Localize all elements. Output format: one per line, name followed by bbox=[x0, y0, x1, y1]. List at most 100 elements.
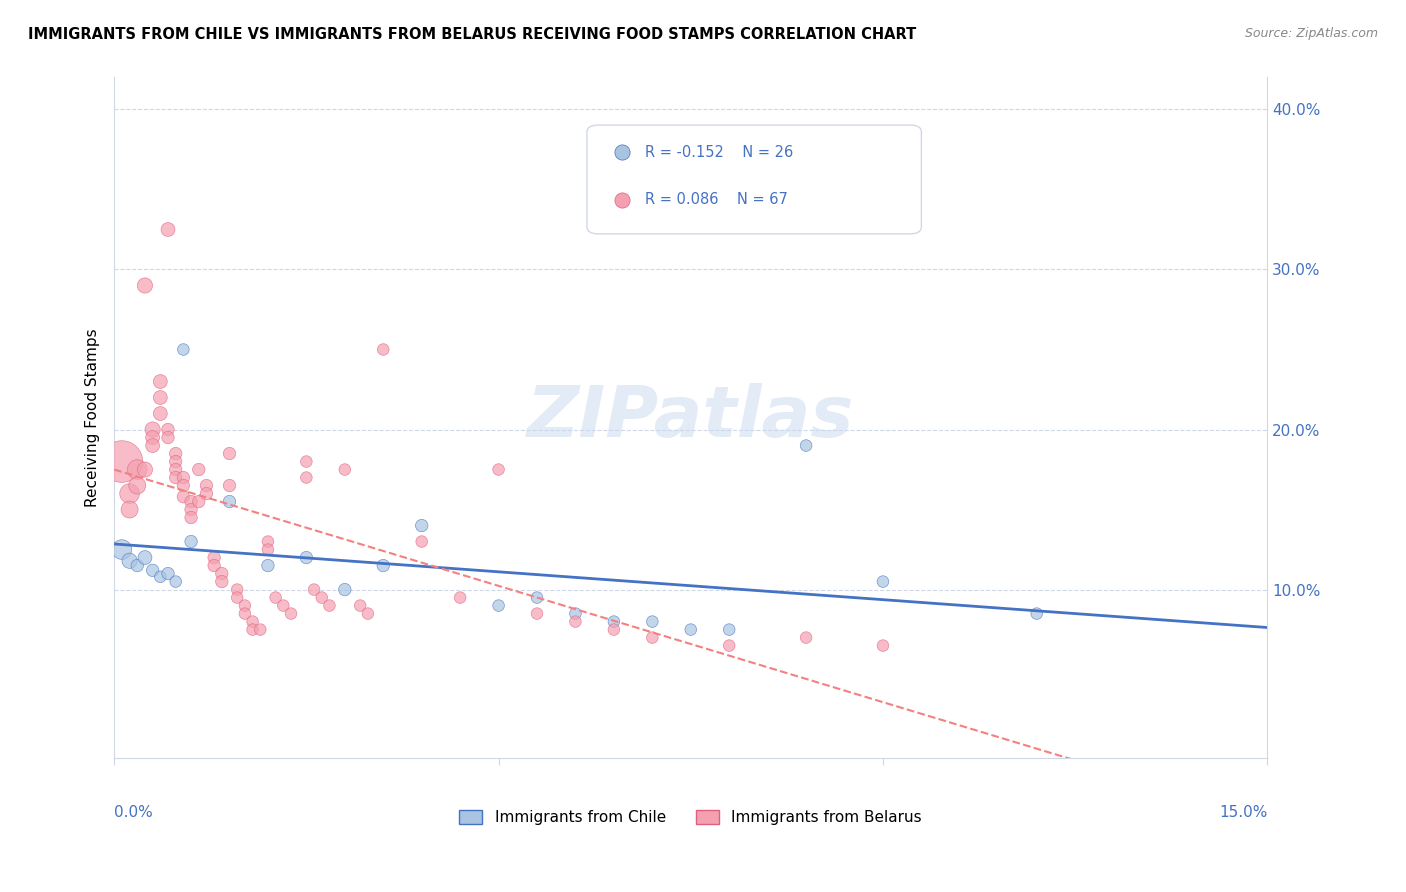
Point bbox=[872, 639, 894, 653]
Point bbox=[302, 582, 325, 597]
Point bbox=[603, 623, 626, 637]
Point bbox=[195, 478, 218, 492]
Point bbox=[172, 478, 194, 492]
FancyBboxPatch shape bbox=[586, 125, 921, 234]
Point bbox=[411, 534, 433, 549]
Text: R = 0.086    N = 67: R = 0.086 N = 67 bbox=[644, 193, 787, 207]
Point bbox=[156, 222, 179, 236]
Point bbox=[295, 470, 318, 484]
Point bbox=[295, 550, 318, 565]
Point bbox=[118, 486, 141, 500]
Point bbox=[333, 462, 356, 476]
Point bbox=[641, 631, 664, 645]
Point bbox=[295, 454, 318, 468]
Point bbox=[488, 599, 510, 613]
Point bbox=[564, 615, 586, 629]
Point bbox=[349, 599, 371, 613]
Point bbox=[794, 438, 817, 452]
Text: 15.0%: 15.0% bbox=[1219, 805, 1267, 821]
Point bbox=[311, 591, 333, 605]
Point bbox=[172, 490, 194, 504]
Point bbox=[134, 462, 156, 476]
Point bbox=[165, 574, 187, 589]
Point bbox=[149, 375, 172, 389]
Point bbox=[679, 623, 702, 637]
Point bbox=[118, 502, 141, 516]
Point bbox=[211, 574, 233, 589]
Point bbox=[257, 542, 280, 557]
Point bbox=[127, 462, 149, 476]
Point bbox=[280, 607, 302, 621]
Y-axis label: Receiving Food Stamps: Receiving Food Stamps bbox=[86, 328, 100, 507]
Point bbox=[202, 550, 225, 565]
Point bbox=[526, 591, 548, 605]
Point bbox=[180, 494, 202, 508]
Point bbox=[233, 599, 256, 613]
Point bbox=[156, 423, 179, 437]
Point bbox=[257, 534, 280, 549]
Point bbox=[149, 407, 172, 421]
Point bbox=[142, 438, 165, 452]
Point bbox=[127, 558, 149, 573]
Point bbox=[180, 510, 202, 524]
Point bbox=[357, 607, 380, 621]
Point bbox=[172, 343, 194, 357]
Point bbox=[411, 518, 433, 533]
Text: IMMIGRANTS FROM CHILE VS IMMIGRANTS FROM BELARUS RECEIVING FOOD STAMPS CORRELATI: IMMIGRANTS FROM CHILE VS IMMIGRANTS FROM… bbox=[28, 27, 917, 42]
Point bbox=[564, 607, 586, 621]
Point bbox=[242, 623, 264, 637]
Point bbox=[257, 558, 280, 573]
Point bbox=[226, 591, 249, 605]
Point bbox=[195, 486, 218, 500]
Point bbox=[165, 446, 187, 460]
Point bbox=[373, 343, 395, 357]
Point bbox=[718, 623, 741, 637]
Point bbox=[449, 591, 471, 605]
Point bbox=[264, 591, 287, 605]
Point bbox=[180, 534, 202, 549]
Point bbox=[333, 582, 356, 597]
Point bbox=[218, 494, 240, 508]
Text: Source: ZipAtlas.com: Source: ZipAtlas.com bbox=[1244, 27, 1378, 40]
Point bbox=[134, 550, 156, 565]
Point bbox=[134, 278, 156, 293]
Point bbox=[211, 566, 233, 581]
Point bbox=[641, 615, 664, 629]
Point bbox=[111, 542, 134, 557]
Point bbox=[142, 431, 165, 445]
Text: R = -0.152    N = 26: R = -0.152 N = 26 bbox=[644, 145, 793, 160]
Point bbox=[218, 478, 240, 492]
Point bbox=[794, 631, 817, 645]
Point bbox=[526, 607, 548, 621]
Point bbox=[488, 462, 510, 476]
Point bbox=[872, 574, 894, 589]
Point bbox=[149, 570, 172, 584]
Point bbox=[165, 470, 187, 484]
Point bbox=[127, 478, 149, 492]
Point bbox=[202, 558, 225, 573]
Point bbox=[118, 554, 141, 568]
Point bbox=[242, 615, 264, 629]
Text: ZIPatlas: ZIPatlas bbox=[527, 383, 855, 452]
Point bbox=[172, 470, 194, 484]
Point bbox=[156, 431, 179, 445]
Point bbox=[273, 599, 295, 613]
Point bbox=[318, 599, 340, 613]
Point bbox=[233, 607, 256, 621]
Point bbox=[111, 454, 134, 468]
Point bbox=[373, 558, 395, 573]
Legend: Immigrants from Chile, Immigrants from Belarus: Immigrants from Chile, Immigrants from B… bbox=[453, 805, 928, 831]
Point bbox=[149, 391, 172, 405]
Point bbox=[142, 423, 165, 437]
Point bbox=[180, 502, 202, 516]
Point bbox=[603, 615, 626, 629]
Point bbox=[156, 566, 179, 581]
Point bbox=[187, 462, 209, 476]
Point bbox=[187, 494, 209, 508]
Point bbox=[718, 639, 741, 653]
Point bbox=[165, 454, 187, 468]
Point bbox=[218, 446, 240, 460]
Point bbox=[142, 563, 165, 577]
Point bbox=[165, 462, 187, 476]
Point bbox=[226, 582, 249, 597]
